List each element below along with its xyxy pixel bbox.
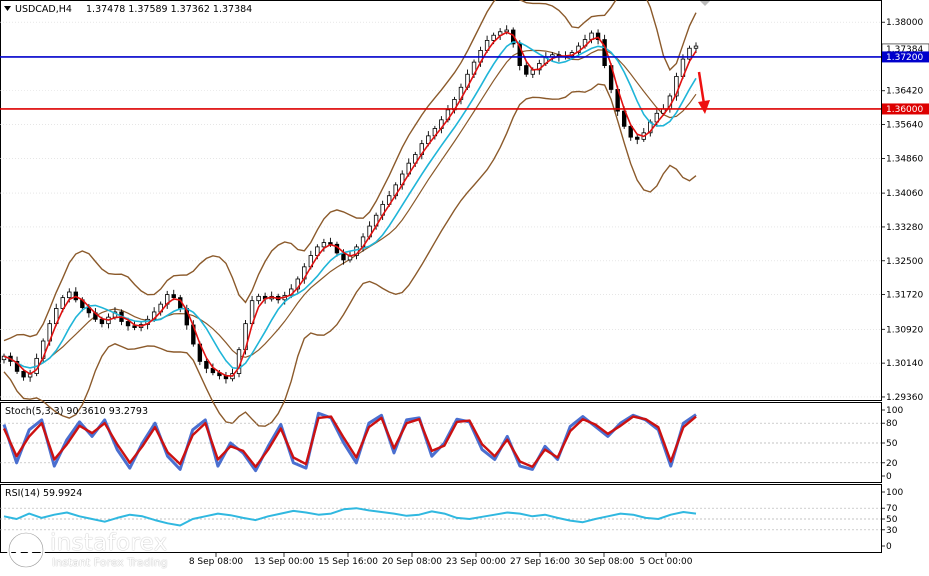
symbol-title: USDCAD,H4: [15, 4, 72, 15]
price-tick-label: 1.33280: [886, 223, 923, 233]
candle-body: [693, 45, 699, 49]
candle-body: [171, 294, 176, 299]
blue-level-label: 1.37200: [886, 53, 923, 63]
candle-body: [132, 325, 137, 328]
candle-body: [517, 43, 522, 66]
rsi-tick-label: 30: [886, 526, 898, 536]
price-tick-label: 1.32500: [886, 257, 923, 267]
rsi-value-line: [3, 507, 697, 527]
candle-body: [491, 34, 496, 41]
time-tick-label: 15 Sep 16:00: [318, 557, 378, 567]
candle-body: [524, 65, 529, 75]
logo-name: instaforex: [50, 530, 168, 556]
candle-body: [99, 318, 105, 325]
rsi-tick-label: 100: [886, 488, 903, 498]
stoch-tick-label: 80: [886, 419, 898, 429]
moving-averages: [3, 31, 697, 377]
price-tick-label: 1.31720: [886, 291, 923, 301]
ohlc-readout: 1.37478 1.37589 1.37362 1.37384: [86, 4, 252, 15]
blue-level-box: 1.37200: [882, 51, 929, 63]
price-tick-label: 1.30920: [886, 325, 923, 335]
red-level-label: 1.36000: [886, 105, 923, 115]
candle-body: [635, 136, 640, 140]
stoch-signal-line: [2, 415, 697, 468]
rsi-tick-label: 0: [886, 542, 892, 552]
rsi-tick-label: 50: [886, 515, 898, 525]
stoch-tick-label: 50: [886, 439, 898, 449]
price-tick-label: 1.34860: [886, 154, 923, 164]
candle-body: [204, 360, 209, 369]
candle-body: [321, 242, 327, 248]
rsi-tick-label: 70: [886, 504, 898, 514]
candle-body: [687, 47, 692, 60]
price-tick-label: 1.29360: [886, 393, 923, 403]
logo-tagline: Instant Forex Trading: [52, 556, 168, 569]
rsi-label: RSI(14) 59.9924: [5, 488, 82, 499]
candle-body: [595, 32, 601, 40]
stoch-tick-label: 0: [886, 472, 892, 482]
stoch-tick-label: 20: [886, 459, 898, 469]
rsi-levels: [0, 507, 881, 531]
price-tick-label: 1.36420: [886, 87, 923, 97]
time-tick-label: 8 Sep 08:00: [189, 557, 244, 567]
current-price-label: 1.37384: [886, 45, 923, 55]
time-tick-label: 5 Oct 00:00: [640, 557, 693, 567]
price-tick-label: 1.38000: [886, 18, 923, 28]
symbol-dropdown-icon[interactable]: [4, 6, 11, 11]
rsi-line: [3, 507, 697, 527]
time-tick-label: 27 Sep 16:00: [510, 557, 570, 567]
main-panel-frame: [0, 0, 882, 401]
time-axis: 8 Sep 08:00 13 Sep 00:00 15 Sep 16:00 20 Se…: [189, 553, 693, 567]
time-tick-label: 23 Sep 00:00: [446, 557, 506, 567]
candle-body: [67, 291, 72, 299]
bollinger-upper: [3, 0, 697, 342]
candle-body: [674, 76, 679, 97]
ma-fast-line: [3, 31, 697, 377]
time-tick-label: 13 Sep 00:00: [254, 557, 314, 567]
candle-body: [125, 321, 131, 327]
price-tick-label: 1.34060: [886, 189, 923, 199]
stoch-levels: [0, 422, 881, 464]
candle-body: [621, 110, 627, 127]
time-tick-label: 30 Sep 08:00: [574, 557, 634, 567]
instaforex-logo-icon: [7, 531, 45, 569]
stoch-tick-label: 100: [886, 406, 903, 416]
stoch-axis: 100 80 50 20 0: [881, 406, 903, 482]
red-level-box: 1.36000: [882, 103, 929, 115]
ma-slow-line: [3, 41, 697, 370]
stoch-main-line: [2, 411, 697, 473]
bollinger-lower: [3, 83, 697, 427]
price-axis: 1.38000 1.36420 1.35640 1.34860 1.34060 1.332…: [881, 18, 923, 403]
candle-body: [21, 370, 26, 378]
candle-body: [14, 360, 20, 372]
stochastic-lines: [2, 411, 697, 473]
candle-body: [1, 355, 7, 361]
time-tick-label: 20 Sep 08:00: [382, 557, 442, 567]
instaforex-logo: instaforex Instant Forex Trading: [6, 528, 186, 572]
price-tick-label: 1.35640: [886, 121, 923, 131]
forecast-arrow: [697, 71, 710, 114]
stoch-label: Stoch(5,3,3) 90.3610 93.2793: [5, 406, 148, 417]
price-tick-label: 1.30140: [886, 359, 923, 369]
stoch-panel-frame: [0, 402, 882, 483]
chart-shift-marker[interactable]: [700, 1, 710, 6]
candle-body: [256, 295, 261, 302]
